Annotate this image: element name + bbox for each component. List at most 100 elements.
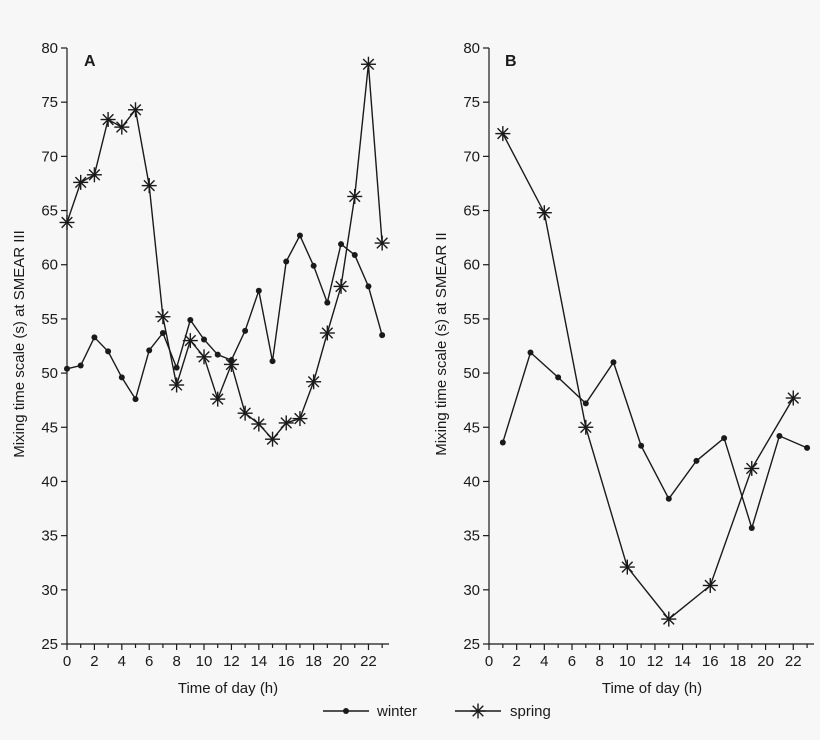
panel-b-y-tick-label: 45 — [463, 419, 480, 436]
panel-a-spring-point — [86, 167, 102, 183]
star-stroke — [129, 103, 142, 116]
panel-a-spring-point — [59, 214, 75, 230]
panel-b-x-tick-label: 12 — [647, 653, 664, 670]
panel-b-winter-point — [638, 442, 645, 449]
panel-b-winter-point — [748, 525, 755, 532]
star-stroke — [211, 393, 224, 405]
star-stroke — [170, 379, 183, 391]
panel-a-winter-point — [310, 262, 317, 269]
panel-a-chart: A Mixing time scale (s) at SMEAR III Tim… — [11, 40, 390, 697]
panel-a-spring-point — [73, 174, 89, 190]
panel-b-winter-point — [527, 349, 534, 356]
star-stroke — [239, 407, 251, 419]
panel-a-spring-point — [292, 411, 308, 427]
legend-item-winter: winter — [323, 703, 417, 720]
panel-b-y-tick-label: 70 — [463, 148, 480, 165]
panel-b-winter-point — [499, 439, 506, 446]
panel-a-y-tick-label: 60 — [41, 257, 58, 274]
panel-a-spring-point — [360, 56, 376, 72]
panel-b-winter-point — [721, 435, 728, 442]
panel-b-winter-point — [776, 432, 783, 439]
panel-a-spring-point — [278, 415, 294, 431]
panel-a-y-tick-label: 30 — [41, 582, 58, 599]
panel-a-spring-point — [374, 235, 390, 251]
panel-a-y-tick-label: 35 — [41, 528, 58, 545]
star-stroke — [143, 179, 156, 192]
panel-b-spring-point — [744, 460, 760, 476]
panel-a-x-tick-label: 4 — [118, 653, 126, 670]
star-stroke — [580, 421, 592, 434]
panel-b-winter-point — [693, 457, 700, 464]
panel-a-y-tick-label: 45 — [41, 419, 58, 436]
panel-b-x-tick-label: 20 — [757, 653, 774, 670]
panel-b-y-tick-label: 25 — [463, 636, 480, 653]
panel-a-x-tick-label: 20 — [333, 653, 350, 670]
panel-a-x-tick-label: 10 — [196, 653, 213, 670]
panel-a-spring-point — [196, 349, 212, 365]
panel-b-y-axis-title: Mixing time scale (s) at SMEAR II — [433, 232, 450, 455]
star-stroke — [116, 121, 128, 133]
panel-a-winter-point — [379, 332, 386, 339]
panel-a-spring-point — [169, 377, 185, 393]
panel-b-x-tick-label: 18 — [730, 653, 747, 670]
panel-a-spring-point — [306, 374, 322, 390]
panel-a-winter-point — [324, 299, 331, 306]
panel-b-y-tick-label: 40 — [463, 473, 480, 490]
star-stroke — [321, 327, 334, 339]
panel-a-winter-point — [173, 364, 180, 371]
star-stroke — [704, 579, 717, 592]
star-stroke — [538, 206, 551, 219]
panel-a-y-tick-label: 25 — [41, 636, 58, 653]
panel-b-y-tick-label: 50 — [463, 365, 480, 382]
panel-a-y-tick-label: 40 — [41, 473, 58, 490]
panel-a-spring-point — [347, 188, 363, 204]
panel-a-x-tick-label: 18 — [305, 653, 322, 670]
panel-a-y-axis-title: Mixing time scale (s) at SMEAR III — [11, 230, 28, 458]
panel-a-winter-point — [242, 327, 249, 334]
panel-a-spring-point — [182, 333, 198, 349]
panel-a-winter-point — [351, 251, 358, 258]
panel-b-label: B — [505, 53, 517, 70]
panel-b-y-tick-label: 80 — [463, 40, 480, 57]
panel-b-winter-point — [610, 359, 617, 366]
panel-b-winter-point — [804, 444, 811, 451]
star-stroke — [266, 433, 279, 445]
panel-a-label: A — [84, 53, 96, 70]
panel-a-spring-point — [114, 119, 130, 135]
star-stroke — [497, 127, 509, 140]
panel-a-x-tick-label: 14 — [250, 653, 267, 670]
star-stroke — [787, 392, 800, 404]
panel-b-x-tick-label: 6 — [568, 653, 576, 670]
panel-a-spring-point — [265, 431, 281, 447]
panel-b-spring-point — [702, 577, 718, 593]
panel-b-x-tick-label: 14 — [674, 653, 691, 670]
panel-a-winter-point — [255, 287, 262, 294]
panel-a-x-tick-label: 16 — [278, 653, 295, 670]
panel-a-x-tick-label: 8 — [172, 653, 180, 670]
panel-a-winter-point — [187, 316, 194, 323]
panel-b-chart: B Mixing time scale (s) at SMEAR II Time… — [433, 40, 814, 697]
panel-a-winter-point — [159, 329, 166, 336]
panel-a-spring-point — [223, 356, 239, 372]
panel-a-winter-point — [146, 347, 153, 354]
panel-a-winter-point — [338, 241, 345, 248]
panel-a-y-tick-label: 55 — [41, 311, 58, 328]
star-stroke — [662, 613, 675, 625]
panel-b-x-tick-label: 10 — [619, 653, 636, 670]
legend: winter spring — [323, 703, 551, 720]
panel-b-spring-point — [536, 205, 552, 221]
legend-item-spring: spring — [455, 703, 551, 720]
star-stroke — [184, 334, 197, 347]
panel-a-winter-point — [132, 396, 139, 403]
star-stroke — [307, 375, 320, 388]
panel-b-y-tick-label: 55 — [463, 311, 480, 328]
panel-b-y-tick-label: 35 — [463, 528, 480, 545]
panel-a-spring-point — [251, 416, 267, 432]
panel-a-winter-point — [214, 351, 221, 358]
panel-a-spring-point — [333, 278, 349, 294]
panel-a-spring-point — [128, 102, 144, 118]
panel-b-y-tick-label: 30 — [463, 582, 480, 599]
star-stroke — [745, 462, 758, 475]
panel-a-winter-point — [365, 283, 372, 290]
panel-a-winter-point — [296, 232, 303, 239]
